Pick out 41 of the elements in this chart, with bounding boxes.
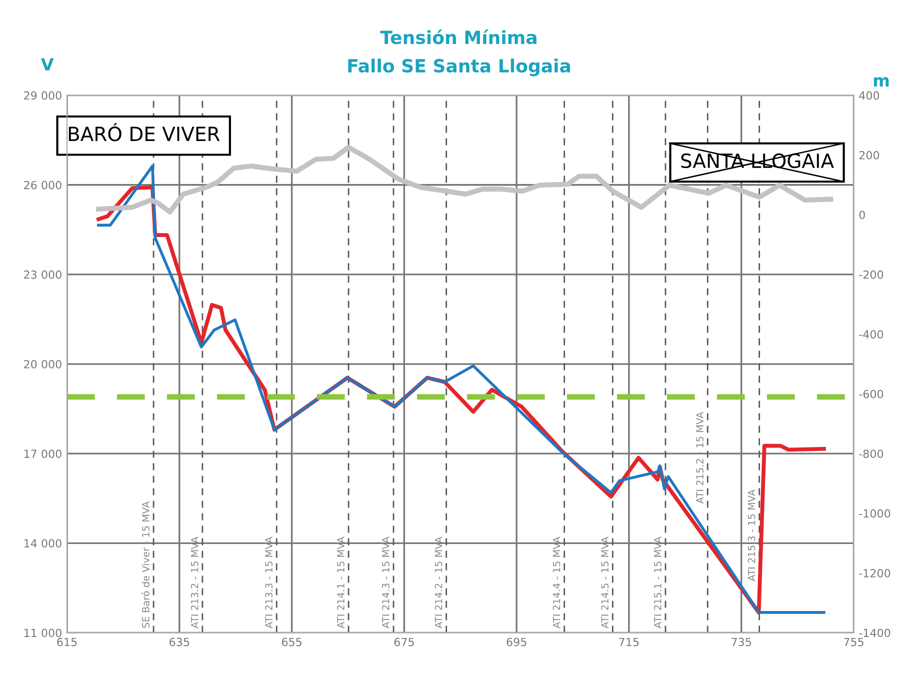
- x-tick-label: 615: [57, 638, 77, 646]
- x-tick-label: 635: [170, 638, 190, 646]
- y-tick-label: 20 000: [24, 360, 62, 368]
- x-tick-label: 735: [732, 638, 751, 646]
- ref-line-label: ATI 214.4 - 15 MVA: [552, 536, 560, 628]
- x-tick-label: 675: [394, 638, 414, 646]
- ref-line-label: ATI 213.3 - 15 MVA: [265, 536, 272, 628]
- x-tick-label: 715: [619, 638, 639, 646]
- y2-tick-label: -200: [859, 270, 884, 279]
- y2-tick-label: -600: [859, 390, 884, 398]
- ref-line-label: ATI 215.3 - 15 MVA: [748, 490, 756, 582]
- y2-tick-label: -1000: [859, 509, 890, 518]
- y-tick-label: 14 000: [24, 539, 62, 548]
- y-tick-label: 17 000: [24, 450, 62, 458]
- ref-line-label: ATI 214.2 - 15 MVA: [434, 536, 442, 628]
- annotation: BARÓ DE VIVER: [68, 123, 220, 142]
- y2-tick-label: -1400: [859, 628, 890, 638]
- y2-tick-label: 200: [859, 151, 880, 160]
- y2-tick-label: -400: [859, 330, 884, 339]
- y2-axis-title: m: [874, 77, 889, 86]
- ref-line-label: ATI 214.1 - 15 MVA: [337, 536, 344, 628]
- y2-tick-label: -800: [859, 450, 884, 458]
- y-axis-title: V: [40, 58, 54, 70]
- ref-line-label: SE Baró de Viver - 15 MVA: [142, 501, 150, 628]
- chart-subtitle: Fallo SE Santa Llogaia: [348, 58, 570, 76]
- x-tick-label: 755: [844, 638, 864, 646]
- y2-tick-label: -1200: [859, 568, 890, 578]
- ref-line-label: ATI 213.2 - 15 MVA: [190, 536, 198, 628]
- y2-tick-label: 0: [859, 210, 865, 220]
- y2-tick-label: 400: [859, 91, 880, 100]
- chart-title: Tensión Mínima: [380, 30, 536, 44]
- y-tick-label: 26 000: [24, 180, 62, 190]
- ref-line-label: ATI 215.2 - 15 MVA: [696, 412, 704, 504]
- ref-line-label: ATI 215.1 - 15 MVA: [654, 536, 662, 628]
- x-tick-label: 655: [282, 638, 302, 646]
- ref-line-label: ATI 214.3 - 15 MVA: [382, 536, 390, 628]
- ref-line-label: ATI 214.5 - 15 MVA: [601, 536, 609, 628]
- y-tick-label: 11 000: [24, 628, 62, 638]
- x-tick-label: 695: [506, 638, 526, 646]
- y-tick-label: 29 000: [24, 91, 62, 100]
- y-tick-label: 23 000: [24, 270, 62, 279]
